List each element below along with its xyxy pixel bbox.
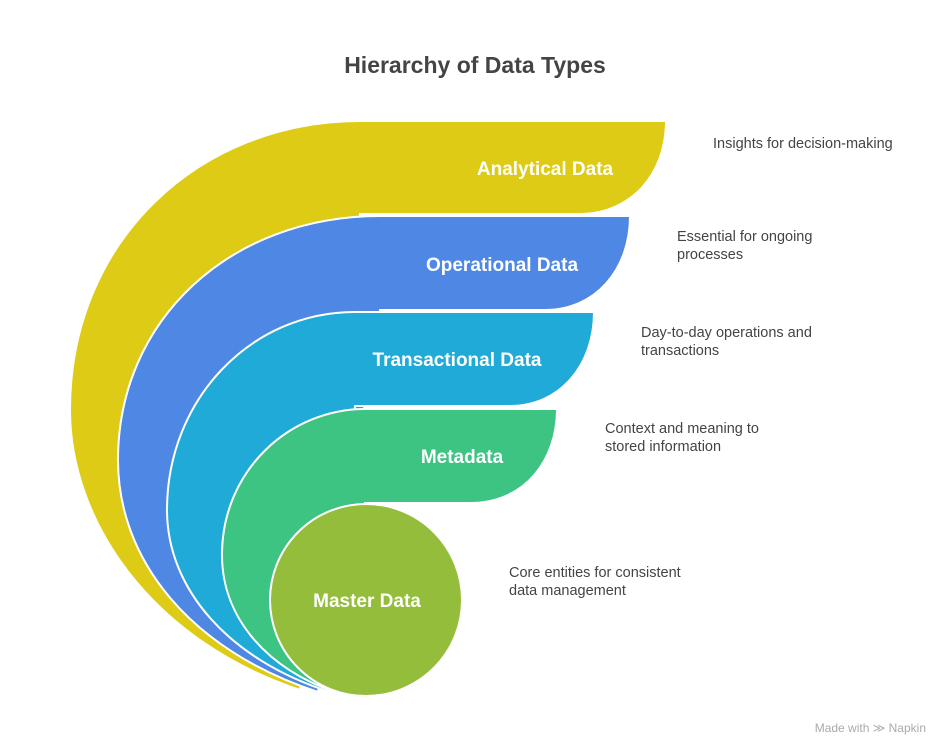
diagram-title: Hierarchy of Data Types <box>344 52 606 78</box>
desc-transactional-data: Day-to-day operations and transactions <box>641 325 812 359</box>
label-operational-data: Operational Data <box>426 255 578 276</box>
layer-master-data <box>269 503 463 697</box>
footer-brand: Napkin <box>888 721 926 735</box>
label-transactional-data: Transactional Data <box>373 350 542 371</box>
desc-analytical-data: Insights for decision-making <box>713 136 893 152</box>
desc-master-data: Core entities for consistent data manage… <box>509 565 681 599</box>
napkin-logo-icon: ≫ <box>872 721 886 735</box>
desc-operational-data: Essential for ongoing processes <box>677 229 813 263</box>
footer-credit: Made with ≫ Napkin <box>815 721 926 735</box>
label-master-data: Master Data <box>313 591 421 612</box>
label-analytical-data: Analytical Data <box>477 159 614 180</box>
footer-text: Made with <box>814 721 870 735</box>
desc-metadata: Context and meaning to stored informatio… <box>605 421 759 455</box>
label-metadata: Metadata <box>421 447 504 468</box>
